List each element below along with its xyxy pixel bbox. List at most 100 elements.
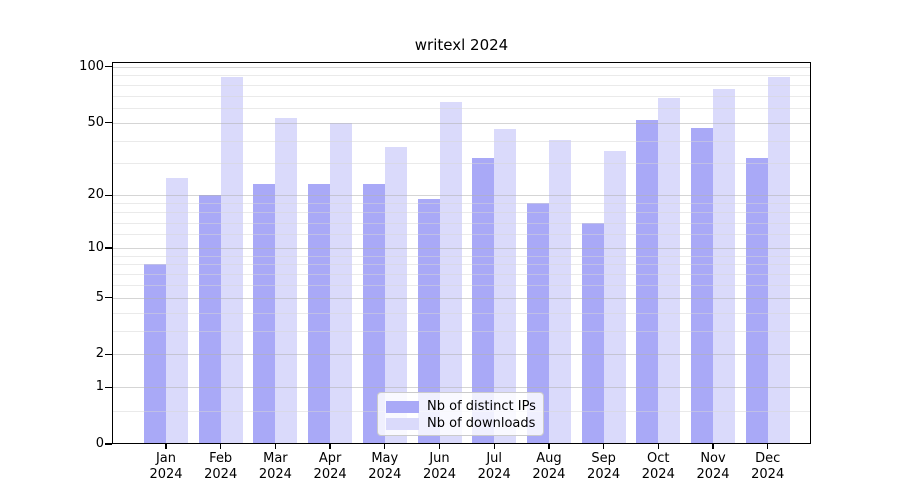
gridline-minor — [112, 264, 811, 266]
bar-downloads-sep — [603, 151, 626, 444]
x-tick-label-dec: Dec 2024 — [740, 451, 796, 483]
y-tick-label: 2 — [95, 346, 104, 362]
x-tick-mark — [384, 444, 386, 449]
legend-label-distinct-ips: Nb of distinct IPs — [427, 399, 536, 414]
bar-distinct-ips-jun — [417, 199, 440, 444]
x-tick-label-sep: Sep 2024 — [576, 451, 632, 483]
gridline-major — [112, 387, 811, 389]
x-tick-mark — [548, 444, 550, 449]
x-tick-mark — [493, 444, 495, 449]
gridline-minor — [112, 203, 811, 205]
legend-label-downloads: Nb of downloads — [427, 416, 536, 431]
y-tick-mark — [105, 443, 112, 445]
legend-item-distinct-ips: Nb of distinct IPs — [386, 398, 536, 415]
bar-distinct-ips-mar — [253, 184, 276, 444]
x-tick-label-may: May 2024 — [357, 451, 413, 483]
bar-downloads-aug — [548, 140, 571, 444]
x-tick-year: 2024 — [204, 467, 238, 482]
bar-downloads-jul — [494, 129, 517, 444]
legend-item-downloads: Nb of downloads — [386, 415, 535, 432]
x-tick-label-nov: Nov 2024 — [685, 451, 741, 483]
bar-downloads-nov — [713, 88, 735, 444]
gridline-minor — [112, 108, 811, 109]
y-tick-label: 100 — [79, 58, 104, 74]
x-tick-label-aug: Aug 2024 — [521, 451, 577, 483]
bar-downloads-feb — [220, 77, 243, 444]
x-tick-year: 2024 — [532, 467, 566, 482]
x-tick-year: 2024 — [368, 467, 402, 482]
chart-title: writexl 2024 — [414, 36, 509, 54]
y-tick-mark — [105, 386, 112, 388]
gridline-major — [112, 66, 811, 68]
y-tick-label: 0 — [95, 436, 104, 451]
gridline-minor — [112, 84, 811, 86]
x-tick-mark — [438, 444, 441, 449]
y-tick-mark — [105, 121, 112, 124]
x-tick-mark — [165, 444, 167, 449]
gridline-minor — [112, 95, 811, 97]
y-tick-label: 20 — [87, 187, 104, 203]
x-tick-year: 2024 — [258, 467, 292, 482]
gridline-minor — [112, 285, 811, 286]
x-tick-year: 2024 — [422, 467, 457, 482]
y-tick-mark — [105, 66, 112, 68]
gridline-major — [112, 122, 811, 124]
x-tick-mark — [602, 444, 605, 449]
gridline-minor — [112, 330, 811, 332]
x-tick-year: 2024 — [641, 467, 675, 482]
gridline-minor — [112, 75, 811, 77]
gridline-minor — [112, 163, 811, 165]
legend: Nb of distinct IPs Nb of downloads — [377, 392, 544, 436]
y-tick-label: 50 — [87, 114, 104, 130]
x-tick-mark — [767, 444, 769, 449]
gridline-minor — [112, 222, 811, 224]
x-tick-mark — [657, 444, 659, 449]
x-tick-label-feb: Feb 2024 — [193, 451, 249, 483]
bar-distinct-ips-may — [362, 184, 385, 444]
legend-swatch-distinct-ips — [386, 400, 419, 413]
bar-downloads-dec — [767, 77, 790, 444]
x-tick-year: 2024 — [587, 467, 621, 482]
bar-distinct-ips-sep — [581, 222, 604, 444]
y-tick-mark — [105, 353, 112, 355]
y-tick-label: 10 — [87, 240, 104, 255]
plot-area — [105, 62, 811, 449]
x-tick-mark — [712, 444, 714, 449]
gridline-major — [112, 354, 811, 356]
x-tick-mark — [274, 444, 277, 449]
bar-distinct-ips-dec — [745, 158, 768, 444]
x-tick-year: 2024 — [477, 467, 511, 482]
x-tick-mark — [220, 444, 222, 449]
bar-distinct-ips-aug — [526, 203, 549, 444]
bar-downloads-jan — [166, 177, 188, 444]
x-tick-year: 2024 — [313, 467, 347, 482]
x-tick-label-jun: Jun 2024 — [412, 451, 468, 483]
gridline-minor — [112, 255, 811, 257]
y-tick-mark — [105, 194, 112, 196]
y-tick-label: 5 — [95, 289, 104, 305]
gridline-minor — [112, 312, 811, 314]
gridline-minor — [112, 140, 811, 142]
gridline-major — [112, 195, 811, 197]
y-tick-label: 1 — [95, 379, 104, 395]
bar-distinct-ips-apr — [308, 184, 331, 444]
x-tick-label-oct: Oct 2024 — [630, 451, 686, 483]
bar-downloads-jun — [439, 101, 462, 444]
x-tick-mark — [329, 444, 331, 449]
x-tick-label-jul: Jul 2024 — [466, 451, 522, 483]
x-tick-year: 2024 — [149, 467, 183, 482]
bar-downloads-may — [384, 146, 407, 444]
x-tick-label-mar: Mar 2024 — [247, 451, 303, 483]
x-tick-label-apr: Apr 2024 — [302, 451, 358, 483]
bar-downloads-oct — [658, 97, 681, 444]
gridline-major — [112, 248, 811, 249]
legend-swatch-downloads — [386, 417, 419, 430]
x-tick-year: 2024 — [751, 467, 785, 482]
bar-downloads-mar — [275, 117, 298, 444]
gridline-major — [112, 297, 811, 299]
bar-downloads-apr — [330, 122, 353, 444]
x-tick-year: 2024 — [696, 467, 730, 482]
bar-distinct-ips-oct — [636, 119, 659, 444]
bar-distinct-ips-jul — [472, 158, 495, 444]
